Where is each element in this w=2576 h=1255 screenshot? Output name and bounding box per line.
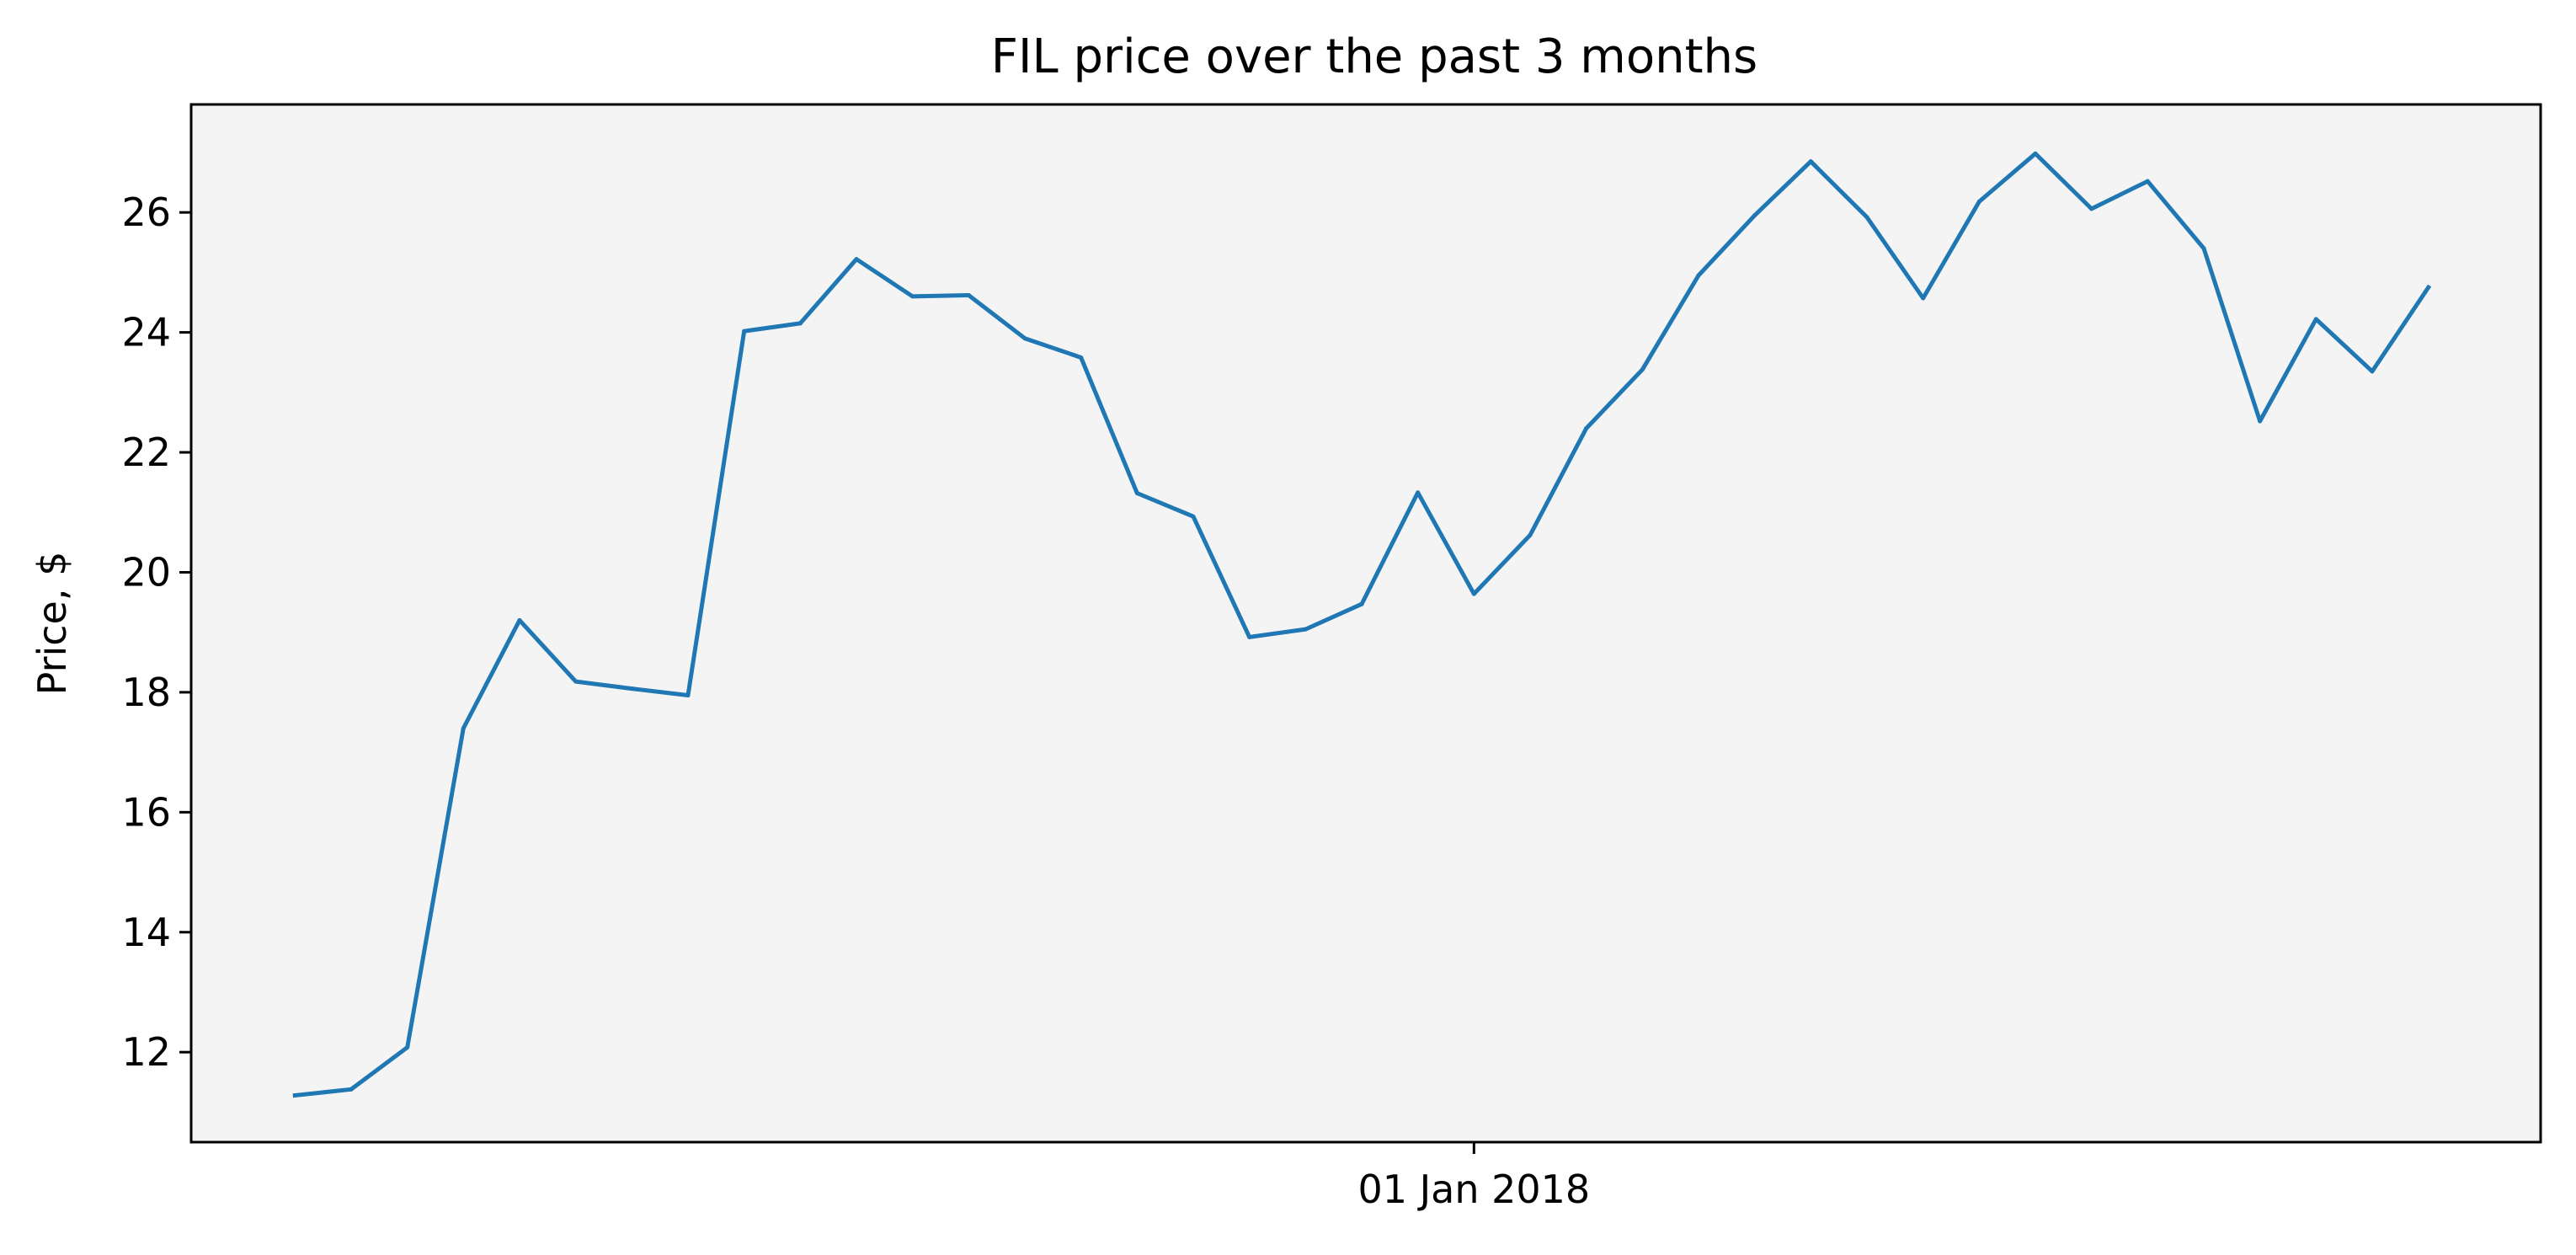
data-point: [1640, 367, 1645, 372]
data-point: [573, 679, 579, 684]
data-point: [1022, 336, 1027, 341]
data-point: [1696, 273, 1701, 278]
y-tick-label: 26: [121, 190, 171, 235]
data-point: [2258, 419, 2263, 424]
y-tick-label: 22: [121, 430, 171, 475]
data-point: [797, 321, 803, 326]
y-tick-label: 24: [121, 310, 171, 355]
data-point: [2370, 369, 2375, 374]
y-tick-label: 12: [121, 1029, 171, 1075]
y-axis: 12 14 16 18 20 22 24 26: [121, 190, 191, 1075]
data-point: [517, 617, 522, 622]
data-point: [854, 257, 859, 262]
chart-title: FIL price over the past 3 months: [991, 29, 1757, 84]
series-group: [292, 151, 2432, 1098]
data-point: [292, 1092, 297, 1097]
data-point: [2145, 179, 2150, 184]
data-point: [1134, 490, 1139, 495]
data-point: [461, 726, 466, 731]
data-point: [910, 294, 915, 299]
data-point: [1584, 426, 1589, 431]
data-point: [1416, 490, 1421, 495]
data-point: [1359, 601, 1364, 606]
data-point: [742, 328, 747, 334]
plot-area: [189, 103, 2542, 1144]
data-point: [629, 686, 634, 692]
data-point: [1808, 159, 1813, 164]
data-point: [966, 292, 971, 297]
x-tick-label: 01 Jan 2018: [1357, 1167, 1590, 1212]
y-tick-label: 18: [121, 670, 171, 715]
data-point: [1471, 591, 1476, 596]
data-point: [1528, 532, 1533, 537]
data-point: [1247, 634, 1252, 639]
y-tick-label: 14: [121, 910, 171, 955]
data-point: [2089, 206, 2094, 211]
data-point: [2033, 151, 2038, 156]
x-axis: 01 Jan 2018: [1357, 1142, 1590, 1212]
data-point: [2426, 285, 2431, 290]
data-point: [349, 1087, 354, 1092]
data-point: [1976, 199, 1981, 204]
y-tick-label: 16: [121, 789, 171, 835]
data-point: [1752, 213, 1757, 218]
data-point: [405, 1044, 410, 1049]
data-point: [1191, 514, 1196, 519]
data-point: [1864, 215, 1869, 220]
data-point: [2313, 317, 2318, 322]
data-point: [685, 692, 691, 697]
y-axis-label: Price, $: [29, 552, 75, 696]
y-tick-label: 20: [121, 549, 171, 595]
data-point: [2201, 246, 2206, 251]
data-point: [1921, 296, 1926, 301]
data-point: [1303, 627, 1308, 632]
data-point: [1079, 355, 1084, 360]
